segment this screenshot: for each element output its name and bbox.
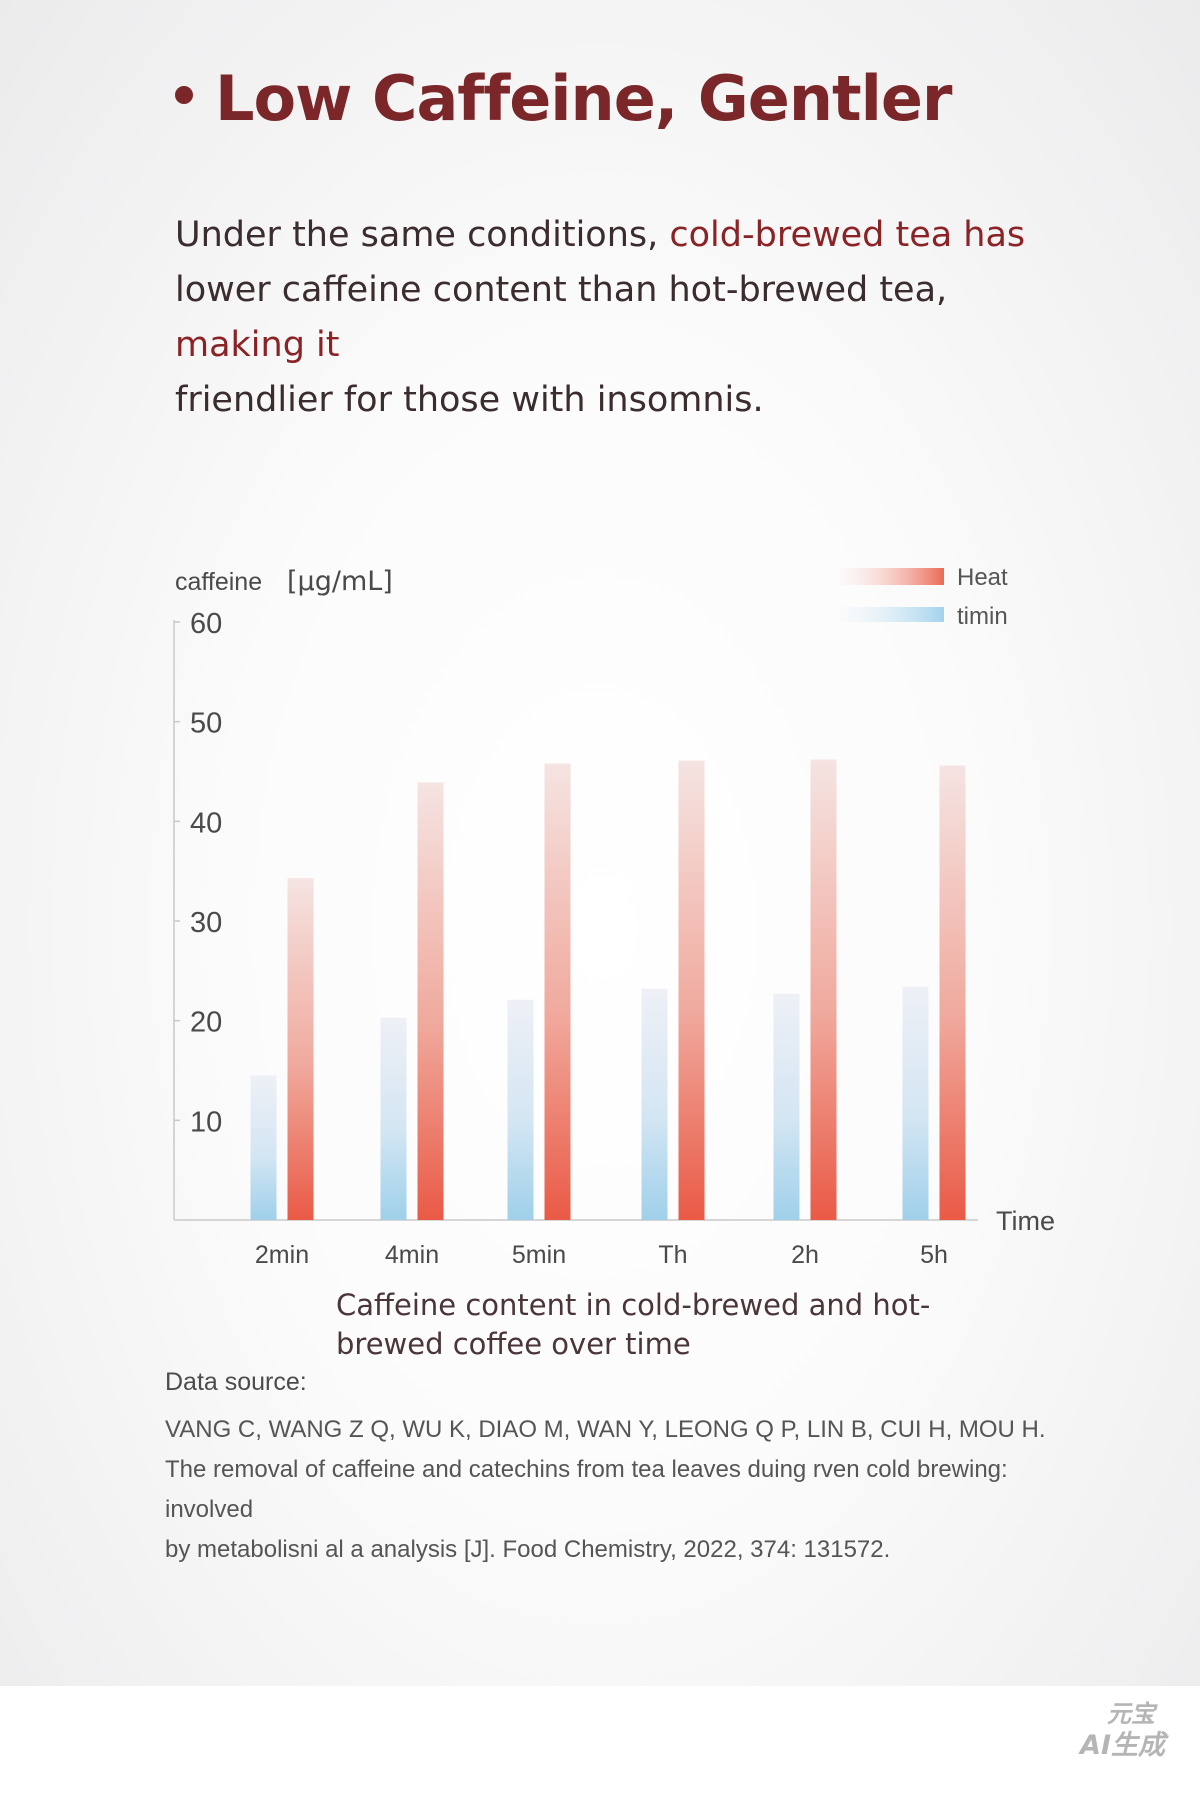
intro-paragraph: Under the same conditions, cold-brewed t… — [175, 208, 1075, 428]
y-tick-label: 40 — [190, 807, 222, 839]
x-tick-label: 4min — [385, 1241, 439, 1269]
source-label: Data source: — [165, 1368, 307, 1396]
bars — [250, 759, 966, 1220]
bar-heat-2h — [810, 759, 837, 1220]
x-tick-label: 5h — [920, 1241, 948, 1269]
source-reference: VANG C, WANG Z Q, WU K, DIAO M, WAN Y, L… — [165, 1410, 1065, 1570]
bar-heat-4min — [417, 782, 444, 1220]
y-tick-label: 20 — [190, 1007, 222, 1039]
x-axis-label: Time — [996, 1206, 1055, 1236]
chart-caption: Caffeine content in cold-brewed and hot-… — [336, 1288, 931, 1361]
x-tick-labels: 2min 4min 5min Th 2h 5h — [255, 1241, 948, 1269]
bar-timin-2h — [773, 993, 800, 1220]
legend: Heat timin — [840, 564, 1008, 630]
y-tick-label: 30 — [190, 907, 222, 939]
intro-highlight-2: making it — [175, 325, 340, 365]
x-tick-label: 5min — [512, 1241, 566, 1269]
ai-generated-watermark: 元宝 AI生成 — [1078, 1700, 1169, 1761]
legend-swatch-timin — [840, 607, 944, 622]
bar-heat-5h — [939, 765, 966, 1220]
y-tick-label: 10 — [190, 1106, 222, 1138]
reference-title: The removal of caffeine and catechins fr… — [165, 1456, 1008, 1523]
intro-text-1: Under the same conditions, — [175, 215, 670, 255]
bar-timin-2min — [250, 1075, 277, 1220]
title-bullet — [175, 85, 193, 104]
watermark-line-2: AI生成 — [1078, 1730, 1169, 1761]
watermark-line-1: 元宝 — [1107, 1700, 1158, 1728]
caffeine-bar-chart: caffeine [µg/mL] 10 20 30 40 50 60 2min 4min 5m… — [173, 564, 1055, 1269]
reference-authors: VANG C, WANG Z Q, WU K, DIAO M, WAN Y, L… — [165, 1416, 1046, 1443]
y-tick-label: 50 — [190, 708, 222, 740]
bar-heat-th — [678, 760, 705, 1220]
bar-heat-2min — [287, 878, 314, 1220]
intro-text-2: lower caffeine content than hot-brewed t… — [175, 270, 948, 310]
bar-timin-5min — [507, 999, 534, 1220]
y-axis-label: caffeine — [175, 568, 262, 596]
legend-swatch-heat — [840, 568, 944, 585]
x-tick-label: 2h — [791, 1241, 819, 1269]
intro-text-3: friendlier for those with insomnis. — [175, 380, 764, 420]
x-tick-label: Th — [658, 1241, 687, 1269]
bar-timin-5h — [902, 986, 929, 1220]
y-tick-label: 60 — [190, 608, 222, 640]
poster-background — [0, 0, 1200, 1686]
title-text: Low Caffeine, Gentler — [215, 62, 952, 135]
x-tick-label: 2min — [255, 1241, 309, 1269]
legend-label-heat: Heat — [957, 564, 1008, 591]
y-axis-unit: [µg/mL] — [287, 566, 393, 597]
intro-highlight-1: cold-brewed tea has — [669, 215, 1026, 255]
legend-label-timin: timin — [957, 603, 1008, 630]
y-ticks: 10 20 30 40 50 60 — [174, 608, 222, 1138]
bar-timin-4min — [380, 1017, 407, 1220]
reference-journal: by metabolisni al a analysis [J]. Food C… — [165, 1536, 891, 1563]
bar-heat-5min — [544, 763, 571, 1220]
page-title: Low Caffeine, Gentler — [175, 62, 952, 135]
bar-timin-th — [641, 988, 668, 1220]
